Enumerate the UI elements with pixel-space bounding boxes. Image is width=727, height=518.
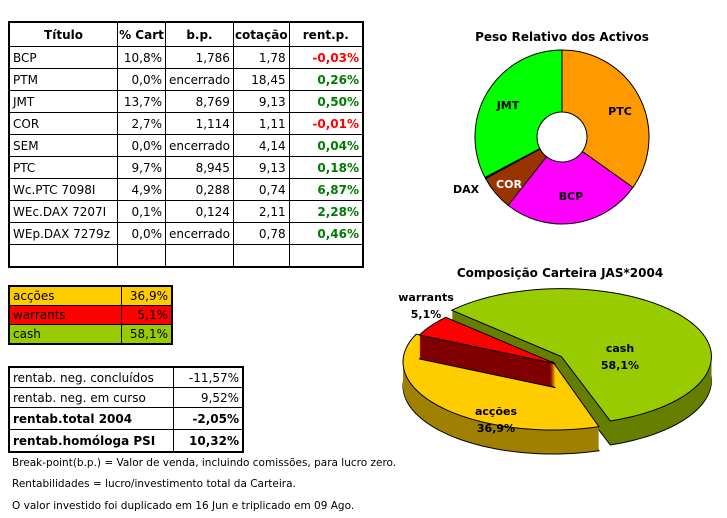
cell-cot: 4,14 [232,134,290,157]
header-cart: % Cart [117,21,166,47]
donut-slice-ptc [561,49,650,189]
pie3d-label-cash: cash [606,342,634,355]
allocation-table: acções 36,9% warrants 5,1% cash 58,1% [8,285,173,345]
returns-label: rentab.total 2004 [8,407,174,430]
pie3d-value-acções: 36,9% [477,422,515,435]
donut-slice-bcp [507,150,634,225]
allocation-value: 36,9% [121,285,173,306]
allocation-row: cash 58,1% [8,324,173,345]
pie3d-value-warrants: 5,1% [411,308,442,321]
cell-cart: 9,7% [117,156,166,179]
cell-cot: 9,13 [232,156,290,179]
pie3d-label-acções: acções [475,405,517,418]
empty-row [8,244,364,268]
allocation-row: warrants 5,1% [8,305,173,325]
returns-label: rentab.homóloga PSI [8,429,174,453]
donut-label-cor: COR [496,178,522,191]
donut-label-bcp: BCP [559,190,584,203]
empty-cell [117,244,166,268]
donut-label-dax: DAX [453,183,480,196]
cell-bp: 1,114 [165,112,234,135]
table-row: SEM 0,0% encerrado 4,14 0,04% [8,134,364,157]
cell-cot: 18,45 [232,68,290,91]
cell-cot: 1,11 [232,112,290,135]
table-row: WEp.DAX 7279z 0,0% encerrado 0,78 0,46% [8,222,364,245]
allocation-label: cash [8,324,122,345]
returns-row: rentab.homóloga PSI 10,32% [8,429,244,453]
donut-label-ptc: PTC [608,105,632,118]
allocation-value: 58,1% [121,324,173,345]
returns-value: 10,32% [173,429,244,453]
returns-value: -2,05% [173,407,244,430]
cell-bp: 1,786 [165,46,234,69]
cell-cart: 0,1% [117,200,166,223]
table-row: PTC 9,7% 8,945 9,13 0,18% [8,156,364,179]
table-row: Wc.PTC 7098I 4,9% 0,288 0,74 6,87% [8,178,364,201]
returns-row: rentab. neg. em curso 9,52% [8,387,244,408]
cell-rent: 0,46% [288,222,364,245]
cell-bp: 0,288 [165,178,234,201]
cell-rent: -0,03% [288,46,364,69]
pie3d-title: Composição Carteira JAS*2004 [457,266,663,280]
pie3d-slice-warrants [418,316,556,365]
cell-rent: -0,01% [288,112,364,135]
note-investment: O valor investido foi duplicado em 16 Ju… [12,500,355,512]
pie3d-label-warrants: warrants [398,291,454,304]
empty-cell [165,244,234,268]
cell-rent: 0,04% [288,134,364,157]
cell-cart: 10,8% [117,46,166,69]
returns-table: rentab. neg. concluídos -11,57% rentab. ne… [8,366,244,453]
returns-label: rentab. neg. em curso [8,387,174,408]
cell-bp: encerrado [165,222,234,245]
pie3d-slice-cash [450,288,712,422]
table-row: BCP 10,8% 1,786 1,78 -0,03% [8,46,364,69]
allocation-value: 5,1% [121,305,173,325]
donut-slice-jmt [474,49,563,179]
returns-label: rentab. neg. concluídos [8,366,174,388]
cell-cart: 0,0% [117,222,166,245]
allocation-row: acções 36,9% [8,285,173,306]
cell-cot: 9,13 [232,90,290,113]
allocation-label: warrants [8,305,122,325]
cell-rent: 0,18% [288,156,364,179]
pie3d-value-cash: 58,1% [601,359,639,372]
returns-row: rentab.total 2004 -2,05% [8,407,244,430]
cell-cart: 2,7% [117,112,166,135]
returns-row: rentab. neg. concluídos -11,57% [8,366,244,388]
table-row: COR 2,7% 1,114 1,11 -0,01% [8,112,364,135]
empty-cell [288,244,364,268]
cell-cart: 4,9% [117,178,166,201]
cell-rent: 0,26% [288,68,364,91]
holdings-table: Título % Cart b.p. cotação rent.p. BCP 10… [8,21,364,268]
cell-titulo: WEp.DAX 7279z [8,222,118,245]
note-breakpoint: Break-point(b.p.) = Valor de venda, incl… [12,457,397,469]
header-bp: b.p. [165,21,234,47]
note-rentabilidades: Rentabilidades = lucro/investimento tota… [12,478,296,490]
donut-label-jmt: JMT [496,99,520,112]
donut-title: Peso Relativo dos Activos [475,30,649,44]
cell-cart: 0,0% [117,134,166,157]
cell-titulo: JMT [8,90,118,113]
